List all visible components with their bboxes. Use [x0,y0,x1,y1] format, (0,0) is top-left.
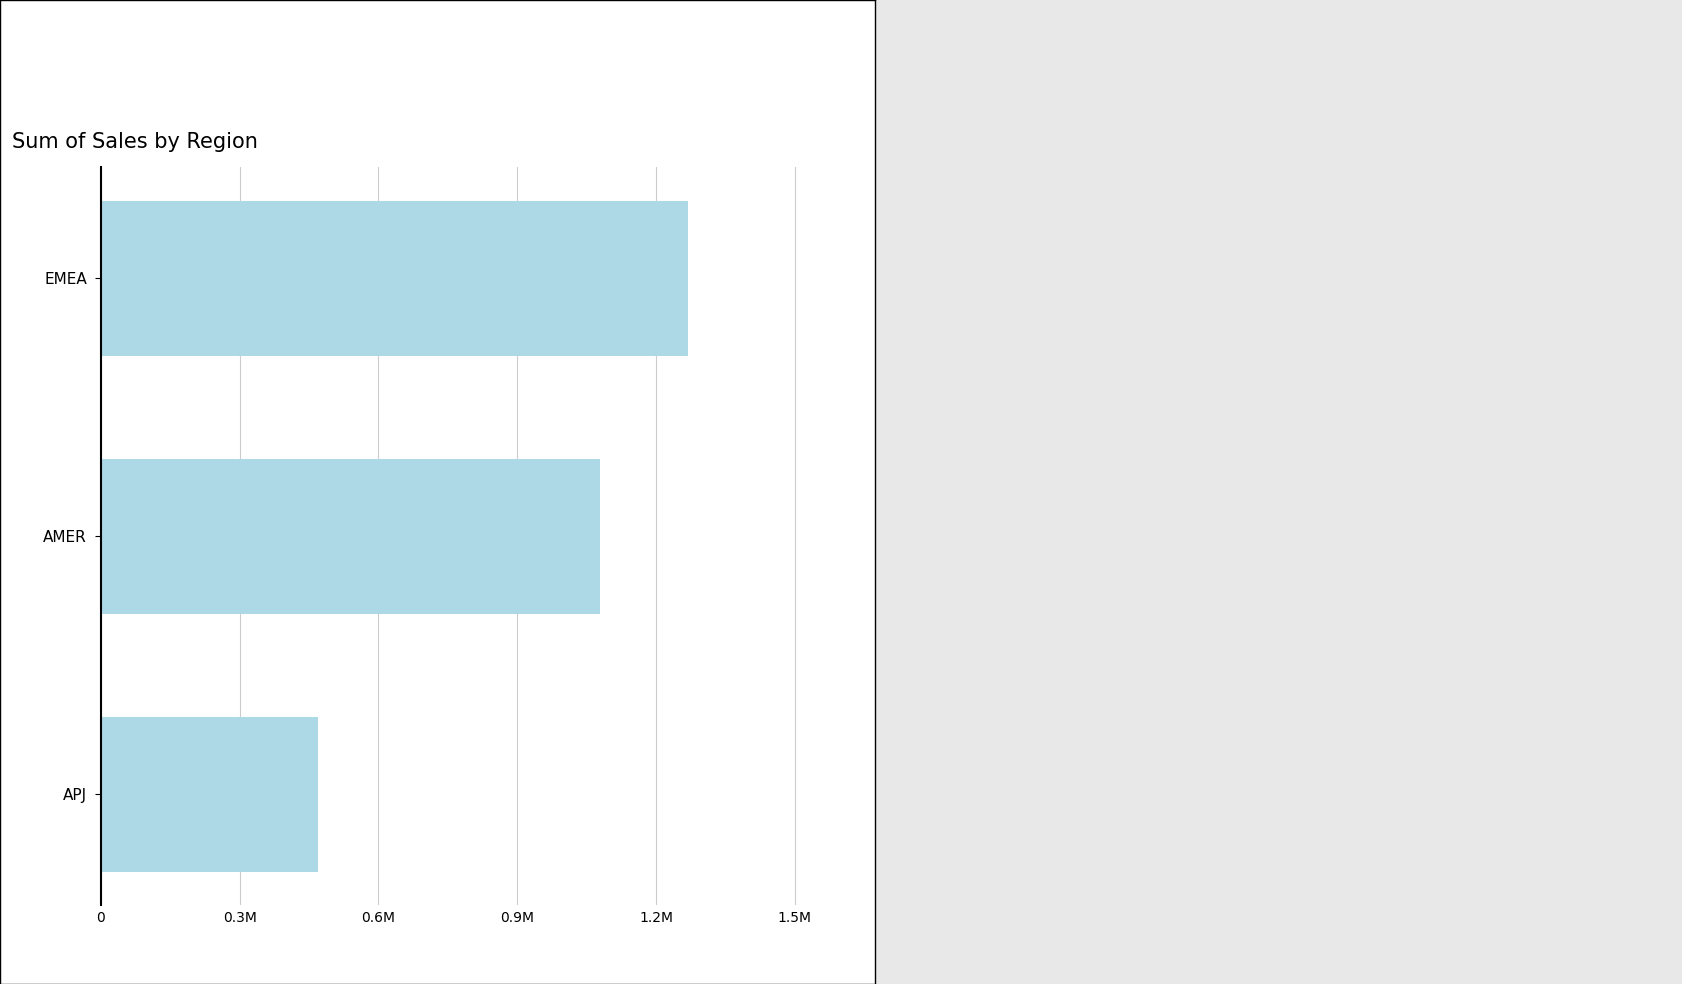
Bar [101,717,318,872]
Bar [101,201,688,355]
Bar [101,459,600,614]
Text: Sum of Sales by Region: Sum of Sales by Region [12,132,257,152]
